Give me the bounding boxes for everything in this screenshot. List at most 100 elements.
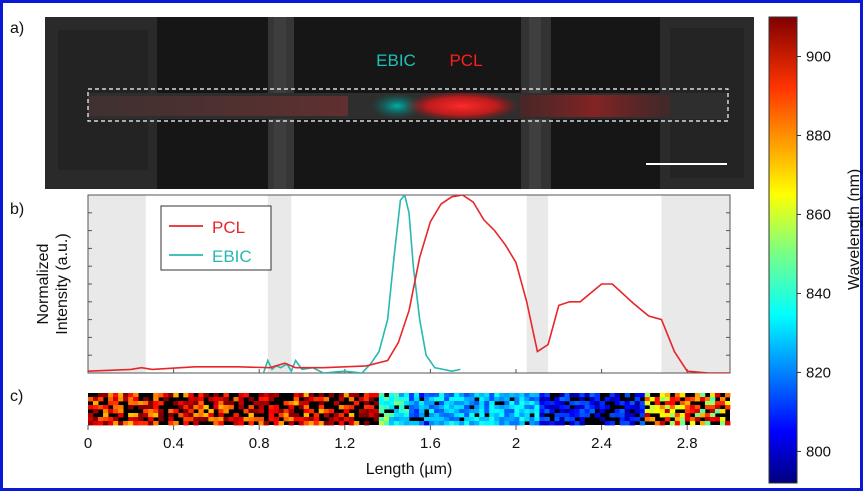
map-pixel [398,421,405,426]
map-pixel [288,413,295,418]
map-pixel [298,405,305,410]
map-pixel [338,393,345,398]
map-pixel [403,393,410,398]
map-pixel [504,405,510,410]
map-pixel [539,393,545,398]
map-pixel [258,401,264,406]
map-pixel [424,393,430,398]
map-pixel [579,413,585,418]
map-pixel [634,401,641,406]
map-pixel [373,417,380,422]
map-pixel [484,417,490,422]
x-tick-labels: 0 0.4 0.8 1.2 1.6 2 2.4 2.8 [84,435,698,452]
colorbar-tick-label: 800 [806,443,831,460]
map-pixel [459,405,465,410]
map-pixel [283,417,290,422]
map-pixel [218,397,224,402]
map-pixel [268,413,274,418]
map-pixel [388,401,395,406]
map-pixel [213,417,219,422]
map-pixel [669,413,676,418]
map-pixel [564,417,570,422]
map-pixel [383,401,390,406]
map-pixel [128,405,134,410]
map-pixel [363,401,370,406]
map-pixel [258,421,264,426]
map-pixel [564,405,570,410]
map-pixel [659,421,666,426]
map-pixel [549,401,555,406]
map-pixel [323,409,330,414]
map-pixel [524,397,530,402]
map-pixel [308,417,315,422]
map-pixel [143,397,149,402]
map-pixel [684,413,691,418]
map-pixel [118,393,124,398]
map-pixel [474,417,480,422]
map-pixel [569,401,575,406]
map-pixel [308,421,315,426]
map-pixel [724,405,731,410]
map-pixel [649,405,656,410]
map-pixel [168,393,174,398]
map-pixel [113,393,119,398]
map-pixel [574,413,580,418]
map-pixel [529,401,535,406]
map-pixel [709,413,716,418]
map-pixel [459,421,465,426]
map-pixel [123,397,129,402]
map-pixel [499,409,505,414]
map-pixel [489,417,495,422]
map-pixel [514,421,520,426]
map-pixel [469,393,475,398]
map-pixel [378,393,385,398]
map-pixel [183,401,189,406]
line-chart: Normalized Intensity (a.u.) PCL EBIC [35,194,731,430]
map-pixel [148,417,154,422]
map-pixel [439,421,445,426]
map-pixel [363,405,370,410]
map-pixel [509,401,515,406]
map-pixel [629,421,636,426]
map-pixel [454,413,460,418]
map-pixel [243,417,249,422]
map-pixel [544,421,550,426]
map-pixel [574,405,580,410]
map-pixel [143,413,149,418]
map-pixel [444,405,450,410]
y-ticks [88,194,730,356]
map-pixel [629,417,636,422]
map-pixel [504,401,510,406]
map-pixel [103,413,109,418]
map-pixel [338,397,345,402]
map-pixel [544,393,550,398]
colorbar-tick-label: 880 [806,127,831,144]
map-pixel [674,405,681,410]
map-pixel [398,409,405,414]
map-pixel [348,405,355,410]
map-pixel [228,417,234,422]
map-pixel [479,405,485,410]
map-pixel [318,421,325,426]
map-pixel [228,405,234,410]
map-pixel [464,393,470,398]
map-pixel [378,397,385,402]
map-pixel [494,421,500,426]
map-pixel [489,413,495,418]
map-pixel [118,413,124,418]
map-pixel [263,401,269,406]
map-pixel [589,397,595,402]
map-pixel [403,401,410,406]
map-pixel [639,393,646,398]
map-pixel [444,409,450,414]
map-pixel [398,397,405,402]
x-tick-label: 0.8 [249,435,270,452]
map-pixel [444,421,450,426]
map-pixel [403,413,410,418]
map-pixel [519,417,525,422]
map-pixel [183,409,189,414]
map-pixel [298,401,305,406]
map-pixel [303,417,310,422]
map-pixel [464,413,470,418]
map-pixel [393,397,400,402]
